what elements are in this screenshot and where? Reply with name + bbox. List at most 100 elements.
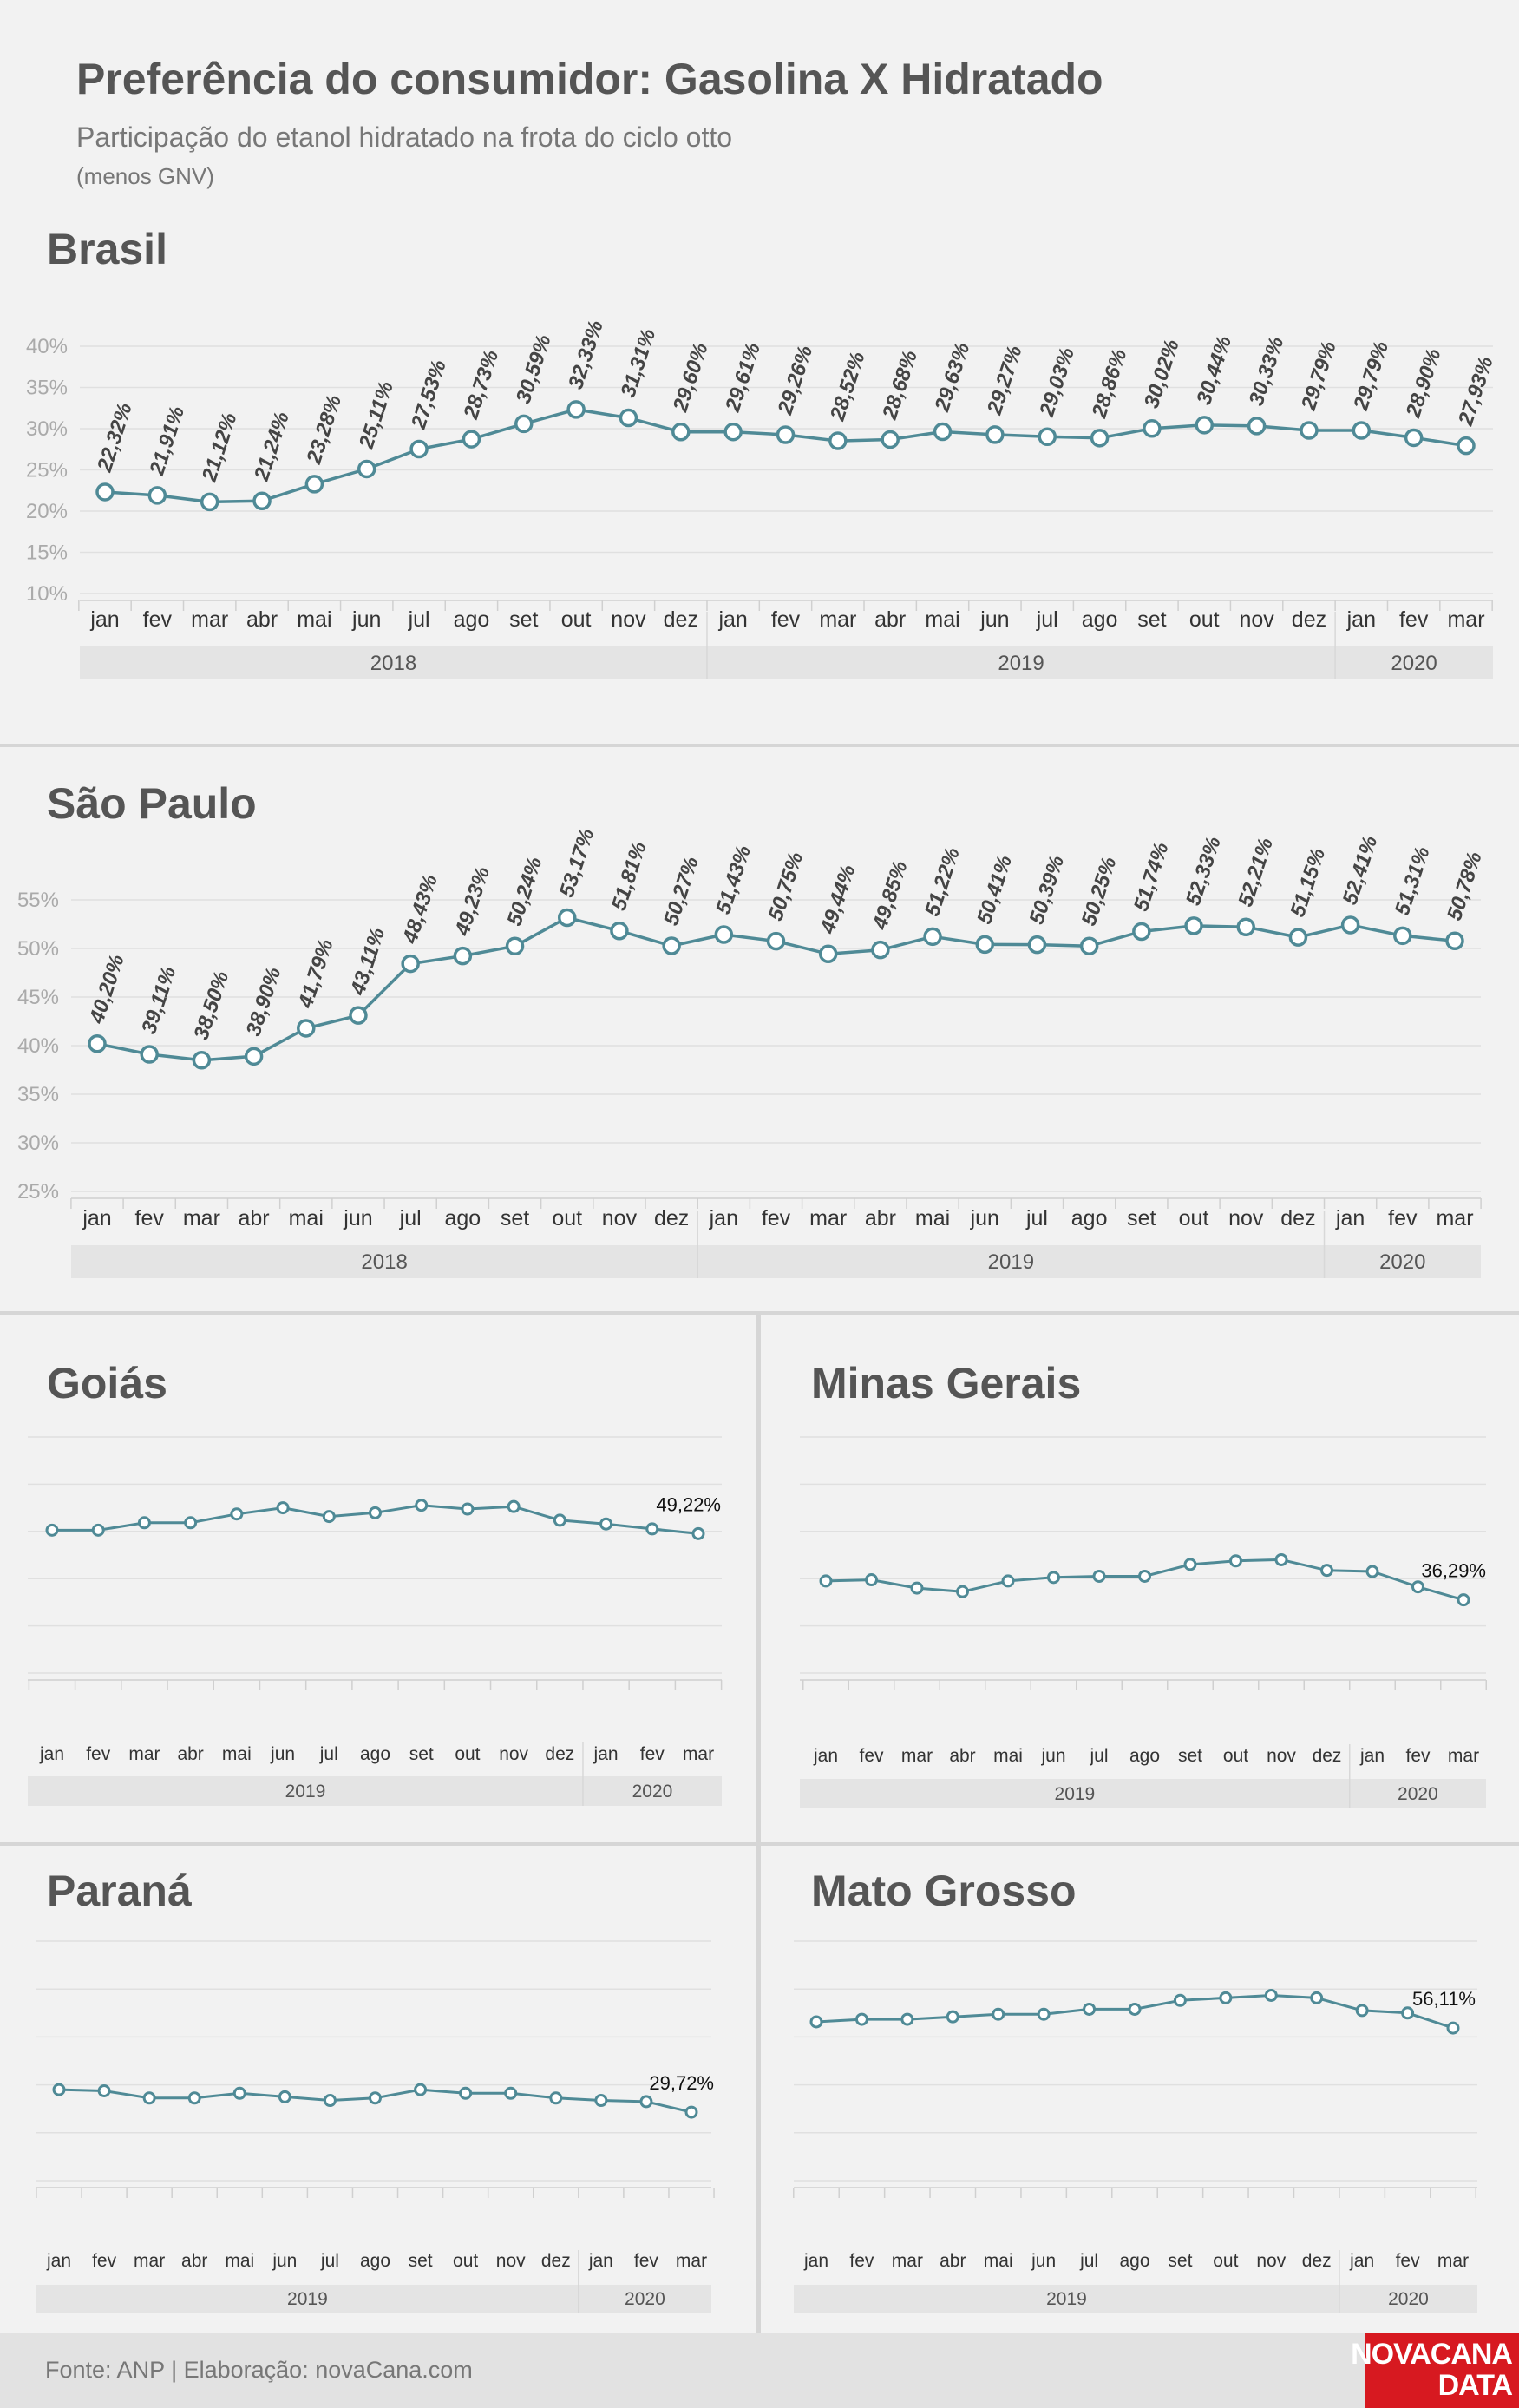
x-tick-label: nov bbox=[499, 1744, 528, 1764]
year-label: 2020 bbox=[625, 2289, 665, 2309]
x-tick-label: fev bbox=[634, 2251, 659, 2271]
x-tick-label: jul bbox=[1036, 607, 1058, 632]
data-point bbox=[854, 2012, 868, 2026]
data-label: 49,22% bbox=[656, 1493, 721, 1515]
x-tick-label: set bbox=[501, 1206, 529, 1230]
x-tick-label: set bbox=[1137, 607, 1166, 632]
data-point bbox=[1143, 419, 1162, 438]
data-point bbox=[776, 425, 796, 444]
data-point bbox=[414, 2083, 428, 2096]
panel-title-mato-grosso: Mato Grosso bbox=[811, 1867, 1077, 1915]
data-point bbox=[507, 1499, 521, 1513]
data-point bbox=[910, 1581, 924, 1595]
year-band bbox=[80, 646, 1493, 679]
data-point bbox=[304, 475, 324, 494]
x-tick-label: ago bbox=[360, 2251, 390, 2271]
data-point bbox=[1401, 2006, 1415, 2020]
x-tick-label: dez bbox=[1280, 1206, 1315, 1230]
chart-brasil: 10%15%20%25%30%35%40%jan fev mar abr mai jun j… bbox=[26, 318, 1498, 679]
x-tick-label: abr bbox=[940, 2251, 966, 2271]
x-tick-label: mai bbox=[993, 1746, 1023, 1766]
x-tick-label: mar bbox=[191, 607, 228, 632]
data-point bbox=[232, 2086, 246, 2100]
x-tick-label: ago bbox=[1119, 2251, 1149, 2271]
x-tick-label: fev bbox=[859, 1746, 884, 1766]
panel-title-goias: Goiás bbox=[47, 1359, 167, 1407]
x-tick-label: mar bbox=[683, 1744, 714, 1764]
data-point bbox=[453, 946, 473, 966]
data-point bbox=[599, 1517, 613, 1531]
y-tick-label: 45% bbox=[17, 986, 59, 1009]
x-tick-label: fev bbox=[849, 2251, 874, 2271]
data-point bbox=[691, 1526, 705, 1540]
data-point bbox=[1236, 917, 1255, 936]
footer: Fonte: ANP | Elaboração: novaCana.com bbox=[0, 2333, 1519, 2408]
data-point bbox=[566, 400, 586, 419]
data-point bbox=[230, 1507, 244, 1521]
data-point bbox=[619, 408, 638, 428]
y-tick-label: 30% bbox=[17, 1132, 59, 1155]
x-tick-label: mai bbox=[289, 1206, 324, 1230]
year-label: 2019 bbox=[988, 1250, 1034, 1274]
x-tick-label: ago bbox=[444, 1206, 481, 1230]
x-tick-label: mai bbox=[225, 2251, 254, 2271]
data-point bbox=[244, 1047, 264, 1066]
data-point bbox=[278, 2090, 291, 2103]
panel-title-sao-paulo: São Paulo bbox=[47, 779, 257, 828]
x-tick-label: mar bbox=[901, 1746, 933, 1766]
page-subtitle: Participação do etanol hidratado na frot… bbox=[76, 121, 733, 153]
x-tick-label: jan bbox=[46, 2251, 71, 2271]
year-label: 2020 bbox=[1398, 1784, 1438, 1804]
year-label: 2020 bbox=[1391, 652, 1437, 675]
y-tick-label: 25% bbox=[26, 459, 68, 482]
x-tick-label: jan bbox=[1359, 1746, 1385, 1766]
x-tick-label: jun bbox=[1031, 2251, 1056, 2271]
x-tick-label: set bbox=[409, 1744, 434, 1764]
x-tick-label: jan bbox=[1349, 2251, 1374, 2271]
x-tick-label: jun bbox=[970, 1206, 999, 1230]
x-tick-label: dez bbox=[1313, 1746, 1342, 1766]
x-tick-label: fev bbox=[135, 1206, 165, 1230]
data-point bbox=[1355, 2004, 1369, 2018]
data-point bbox=[1457, 1593, 1470, 1607]
data-point bbox=[645, 1522, 659, 1536]
data-point bbox=[923, 927, 942, 947]
panel-title-parana: Paraná bbox=[47, 1867, 192, 1915]
data-point bbox=[1184, 916, 1203, 935]
x-tick-label: jul bbox=[408, 607, 430, 632]
x-tick-label: fev bbox=[1405, 1746, 1431, 1766]
x-tick-label: jan bbox=[803, 2251, 828, 2271]
data-point bbox=[1038, 427, 1057, 446]
data-point bbox=[549, 2091, 563, 2105]
data-point bbox=[610, 921, 629, 941]
data-point bbox=[192, 1051, 212, 1070]
data-point bbox=[52, 2083, 66, 2096]
x-tick-label: out bbox=[1213, 2251, 1238, 2271]
x-tick-label: jan bbox=[709, 1206, 738, 1230]
x-tick-label: jan bbox=[1346, 607, 1376, 632]
data-point bbox=[1195, 416, 1215, 435]
data-point bbox=[1229, 1554, 1242, 1568]
y-tick-label: 35% bbox=[26, 377, 68, 400]
x-tick-label: set bbox=[1127, 1206, 1156, 1230]
data-point bbox=[1352, 421, 1372, 440]
data-point bbox=[1404, 428, 1424, 448]
data-point bbox=[723, 422, 743, 442]
data-point bbox=[1274, 1552, 1288, 1566]
data-point bbox=[1047, 1571, 1060, 1585]
divider bbox=[0, 744, 1519, 747]
data-point bbox=[933, 422, 953, 442]
data-label: 56,11% bbox=[1412, 1988, 1476, 2010]
data-point bbox=[462, 430, 481, 449]
data-point bbox=[985, 425, 1005, 444]
data-point bbox=[140, 1045, 159, 1064]
x-tick-label: set bbox=[509, 607, 538, 632]
data-point bbox=[1300, 421, 1319, 440]
x-tick-label: nov bbox=[1239, 607, 1274, 632]
data-point bbox=[1132, 922, 1151, 942]
data-point bbox=[557, 908, 577, 928]
y-tick-label: 40% bbox=[26, 335, 68, 358]
x-tick-label: jan bbox=[588, 2251, 613, 2271]
year-label: 2019 bbox=[287, 2289, 328, 2309]
data-point bbox=[415, 1499, 429, 1512]
